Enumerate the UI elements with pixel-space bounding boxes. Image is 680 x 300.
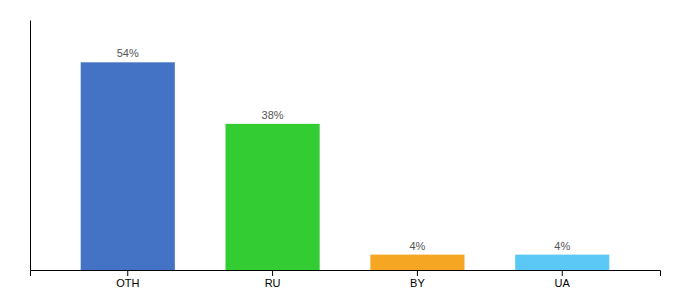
data-label: 54% [117,47,139,59]
x-tick-mark [127,270,128,276]
x-tick-mark [272,270,273,276]
x-tick-label: BY [410,277,425,289]
bars [81,62,610,270]
bar [226,124,320,270]
x-tick: RU [265,270,281,289]
x-tick-label: UA [555,277,571,289]
data-labels: 54% 38% 4% 4% [117,47,571,251]
x-tick: UA [555,270,571,289]
bar [515,255,609,270]
bar [370,255,464,270]
y-axis [30,21,31,271]
chart: 54% 38% 4% 4% OTH RU BY UA [0,0,680,300]
x-tick-label: RU [265,277,281,289]
data-label: 38% [262,109,284,121]
x-axis: OTH RU BY UA [31,270,661,289]
plot: 54% 38% 4% 4% OTH RU BY UA [31,21,661,289]
data-label: 4% [409,240,425,252]
x-tick: OTH [116,270,139,289]
x-tick-label: OTH [116,277,139,289]
bar [81,62,175,270]
x-tick: BY [410,270,425,289]
data-label: 4% [554,240,570,252]
x-tick-mark [562,270,563,276]
x-tick-mark [417,270,418,276]
x-axis-line [31,271,661,277]
y-axis-line [30,21,31,271]
